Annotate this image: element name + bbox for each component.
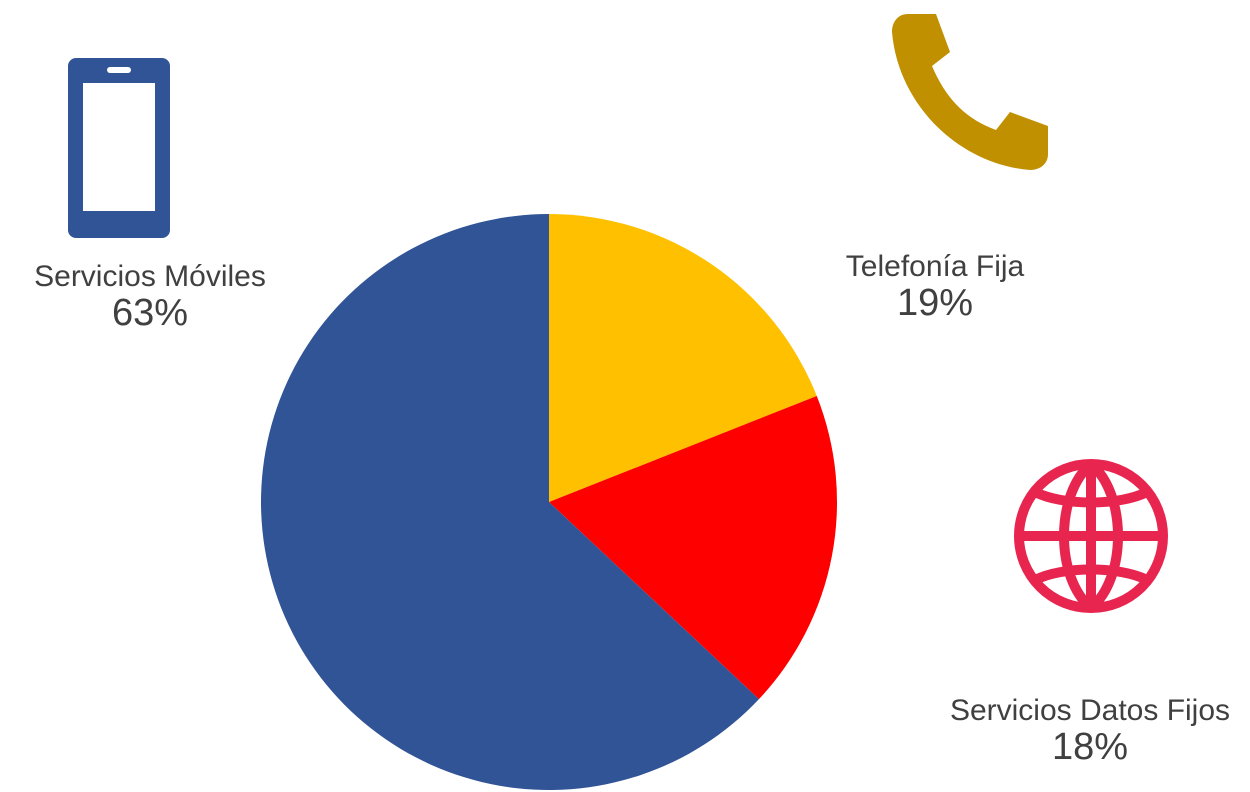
- pie-slice-servicios-datos-fijos: [549, 395, 837, 700]
- mobile-phone-icon: [68, 58, 170, 238]
- slice-name-servicios-moviles: Servicios Móviles: [34, 260, 266, 293]
- slice-name-servicios-datos-fijos: Servicios Datos Fijos: [949, 694, 1231, 727]
- globe-icon: [1014, 459, 1168, 613]
- label-servicios-moviles: Servicios Móviles 63%: [10, 260, 290, 335]
- pie-slice-servicios-moviles: [261, 214, 759, 790]
- slice-percent-servicios-moviles: 63%: [111, 292, 189, 334]
- label-servicios-datos-fijos: Servicios Datos Fijos 18%: [930, 694, 1250, 769]
- phone-icon: [892, 14, 1048, 170]
- pie-slices: [261, 214, 837, 790]
- slice-name-telefonia-fija: Telefonía Fija: [845, 250, 1025, 283]
- slice-percent-servicios-datos-fijos: 18%: [1051, 726, 1129, 768]
- slice-percent-telefonia-fija: 19%: [896, 282, 974, 324]
- label-telefonia-fija: Telefonía Fija 19%: [805, 250, 1065, 325]
- pie-slice-telefonia-fija: [549, 214, 817, 502]
